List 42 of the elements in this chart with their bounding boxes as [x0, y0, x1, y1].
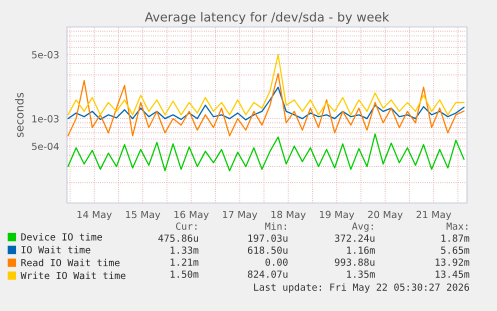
- text: Cur:: [176, 222, 196, 230]
- y-tick-label: 5e-04: [32, 142, 59, 150]
- text: 1.21m: [170, 258, 198, 266]
- y-tick-label: 1e-03: [32, 115, 59, 122]
- text: 993.88u: [334, 258, 374, 266]
- text: Last update: Fri May 22 05:30:27 2026: [254, 283, 470, 293]
- text: Avg:: [352, 222, 373, 232]
- y-axis-title: seconds: [15, 92, 24, 138]
- legend-label: IO Wait time: [22, 246, 90, 254]
- text: 13.45m: [436, 270, 470, 278]
- chart-title: Average latency for /dev/sda - by week: [144, 12, 390, 24]
- y-tick-label: 5e-03: [32, 51, 59, 58]
- line-series: [67, 72, 465, 136]
- text: 475.86u: [158, 234, 198, 242]
- x-tick-label: 16 May: [174, 210, 209, 220]
- x-tick-label: 14 May: [78, 210, 112, 220]
- legend-label: Device IO time: [21, 233, 102, 241]
- text: 1.33m: [170, 246, 198, 254]
- x-tick-label: 18 May: [272, 210, 306, 220]
- text: 1.16m: [347, 246, 375, 254]
- text: 5.65m: [441, 246, 470, 254]
- text: 0.00: [265, 258, 288, 266]
- line-series: [67, 54, 465, 116]
- line-series: [67, 133, 465, 172]
- text: 824.07u: [248, 270, 288, 278]
- x-tick-label: 21 May: [416, 210, 452, 220]
- legend-label: Read IO Wait time: [21, 258, 120, 266]
- text: 1.50m: [170, 270, 198, 278]
- text: 197.03u: [248, 234, 288, 242]
- x-tick-label: 19 May: [320, 210, 354, 220]
- x-tick-label: 20 May: [368, 210, 403, 220]
- text: 1.87m: [442, 234, 470, 242]
- text: 618.50u: [248, 246, 288, 254]
- text: 372.24u: [334, 234, 374, 242]
- x-tick-label: 15 May: [126, 210, 160, 220]
- text: Max:: [446, 222, 468, 230]
- legend-label: Write IO Wait time: [20, 272, 126, 280]
- text: 1.35m: [347, 270, 375, 278]
- text: Min:: [265, 222, 286, 230]
- x-tick-label: 17 May: [223, 210, 258, 220]
- line-series: [67, 86, 465, 120]
- text: 13.92m: [436, 258, 470, 266]
